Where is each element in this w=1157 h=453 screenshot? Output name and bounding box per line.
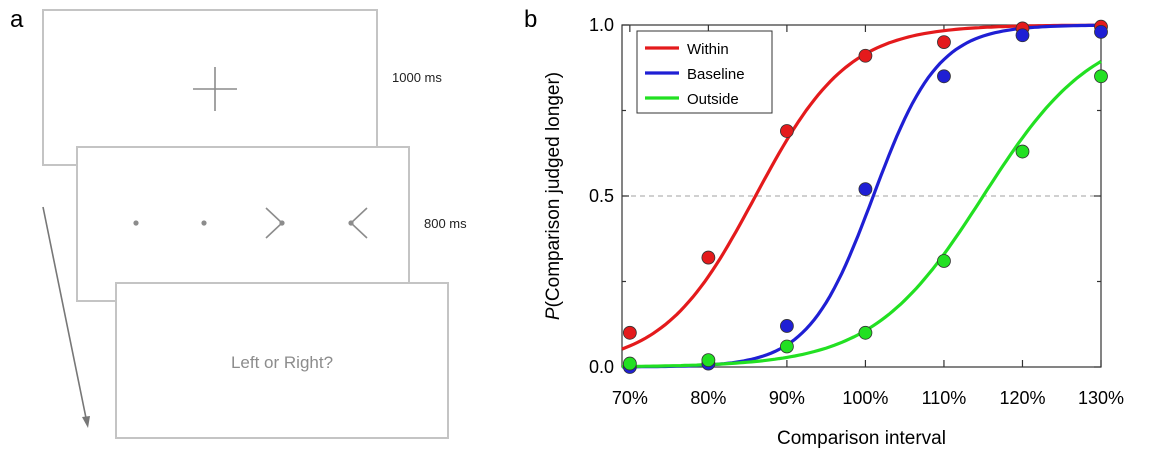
y-tick-label: 0.0 [589, 357, 614, 377]
data-point-outside [622, 356, 637, 371]
data-point-baseline [780, 319, 794, 333]
panel-a: a 1000 ms 800 ms Left or Right? [10, 6, 467, 439]
x-tick-label: 130% [1078, 388, 1124, 408]
data-point-within [701, 250, 716, 265]
data-point-within [780, 124, 794, 138]
fixation-timing: 1000 ms [392, 70, 442, 85]
data-point-baseline [1015, 28, 1030, 43]
y-axis-label: P(Comparison judged longer) [543, 72, 564, 320]
time-arrow-icon [42, 206, 90, 428]
data-point-baseline [1094, 24, 1108, 39]
panel-a-letter: a [10, 6, 24, 33]
y-tick-label: 0.5 [589, 186, 614, 206]
data-point-outside [1015, 144, 1030, 159]
data-point-within [858, 48, 873, 63]
x-tick-label: 90% [769, 388, 805, 408]
data-point-baseline [858, 182, 873, 197]
stimulus-timing: 800 ms [424, 216, 467, 231]
panel-b-letter: b [524, 6, 537, 33]
x-tick-label: 120% [999, 388, 1045, 408]
x-tick-label: 110% [922, 388, 967, 408]
data-point-outside [701, 353, 716, 368]
stimulus-screen [76, 146, 410, 302]
psychometric-chart: 70% 80% 90% 100% 110% 120% 130% 0.0 0.5 1.0 Compar… [543, 15, 1124, 449]
x-tick-label: 70% [612, 388, 648, 408]
x-tick-label: 100% [842, 388, 888, 408]
fixation-cross-icon [193, 67, 237, 111]
response-prompt: Left or Right? [231, 353, 333, 372]
response-screen [115, 282, 449, 439]
data-point-within [622, 325, 637, 340]
data-point-outside [1094, 69, 1108, 84]
data-point-baseline [937, 69, 951, 84]
data-point-outside [780, 339, 794, 354]
legend-label-baseline: Baseline [687, 66, 745, 83]
y-axis-label-rest: (Comparison judged longer) [543, 72, 564, 308]
data-point-outside [858, 325, 873, 340]
stimulus-dots-icon [133, 207, 368, 239]
panel-b: b 70% 80% 90% 100% 110% 120% 130% 0.0 0.5 1.0 Comp… [524, 6, 1124, 449]
legend-label-outside: Outside [687, 91, 739, 108]
x-axis-label: Comparison interval [777, 428, 946, 449]
y-axis-label-italic: P [543, 307, 564, 320]
legend-label-within: Within [687, 41, 729, 58]
data-point-within [937, 35, 951, 49]
x-tick-label: 80% [690, 388, 726, 408]
data-point-outside [937, 254, 951, 268]
y-tick-label: 1.0 [589, 15, 614, 35]
fixation-screen [42, 9, 378, 166]
